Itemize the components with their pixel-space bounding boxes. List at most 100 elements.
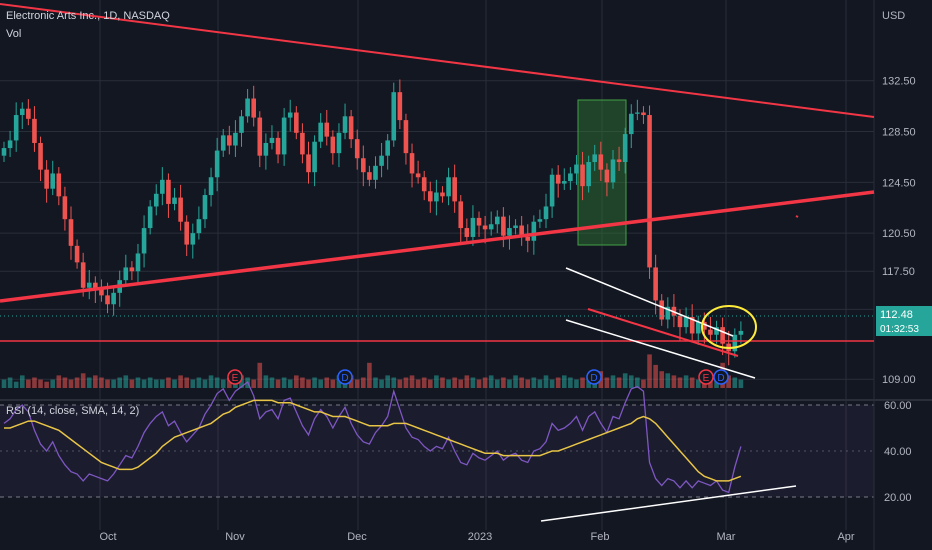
candle-body	[610, 159, 616, 183]
candle-body	[50, 173, 56, 189]
candle-body	[452, 177, 457, 202]
candle-body	[178, 197, 183, 222]
stray-mark	[795, 215, 799, 218]
volume-bar	[458, 379, 464, 388]
channel-lower-line[interactable]	[565, 319, 756, 379]
candle-body	[421, 177, 427, 192]
candle-body	[281, 117, 287, 155]
candle-body	[214, 150, 220, 178]
candle-body	[659, 300, 665, 320]
candle-body	[19, 108, 25, 116]
candle-body	[415, 173, 421, 178]
candle-body	[62, 196, 68, 220]
candle-body	[561, 181, 567, 184]
candle-body	[318, 122, 323, 142]
volume-bar	[26, 379, 31, 388]
rsi-band	[0, 405, 874, 497]
volume-bar	[464, 375, 470, 388]
candle-body	[86, 282, 92, 288]
volume-bar	[525, 379, 531, 388]
candle-body	[738, 330, 744, 335]
volume-bar	[622, 373, 628, 388]
volume-bar	[312, 377, 317, 388]
projection-box[interactable]	[577, 99, 627, 246]
volume-bar	[488, 375, 494, 388]
rsi-trendline[interactable]	[540, 485, 797, 522]
channel-upper-line[interactable]	[565, 267, 734, 337]
volume-bar	[117, 377, 123, 388]
volume-bar	[738, 379, 744, 388]
volume-bar	[269, 377, 275, 388]
volume-bar	[391, 377, 397, 388]
volume-bar	[306, 379, 311, 388]
volume-bar	[641, 379, 646, 388]
candle-body	[391, 92, 397, 141]
volume-bar	[354, 379, 360, 388]
volume-bar	[19, 375, 25, 388]
candle-body	[141, 228, 147, 254]
candle-body	[74, 245, 80, 263]
volume-bar	[494, 379, 500, 388]
time-tick-label: Oct	[99, 531, 116, 543]
candle-body	[428, 191, 433, 202]
volume-bar	[257, 362, 263, 388]
volume-bar	[610, 375, 616, 388]
volume-bar	[68, 379, 74, 388]
price-tick-label: 120.50	[882, 228, 916, 240]
volume-bar	[294, 375, 299, 388]
upper-descending-trendline[interactable]	[0, 3, 875, 118]
volume-bar	[38, 379, 43, 388]
candle-body	[269, 137, 275, 143]
volume-bar	[549, 379, 555, 388]
highlight-circle[interactable]	[701, 305, 757, 349]
candle-body	[330, 136, 336, 154]
price-tick-label: 132.50	[882, 76, 916, 88]
candle-body	[190, 233, 196, 245]
candles	[1, 79, 744, 366]
candle-body	[519, 225, 524, 237]
volume-bar	[373, 377, 378, 388]
rsi-tick-label: 60.00	[884, 400, 912, 412]
volume-bar	[568, 377, 573, 388]
price-axis[interactable]: 132.50128.50124.50120.50117.50114.50109.…	[882, 76, 916, 386]
volume-bar	[251, 379, 256, 388]
candle-body	[635, 112, 640, 114]
candle-body	[239, 116, 244, 133]
event-marker-label: D	[717, 373, 724, 384]
candle-body	[397, 92, 403, 121]
candle-body	[324, 122, 330, 137]
volume-bar	[659, 371, 665, 388]
candle-body	[336, 132, 342, 154]
volume-bar	[263, 375, 269, 388]
volume-label: Vol	[6, 28, 21, 40]
volume-bar	[726, 375, 732, 388]
volume-bar	[281, 377, 287, 388]
volume-bar	[80, 373, 86, 388]
candle-body	[470, 217, 476, 237]
volume-bar	[93, 375, 98, 388]
volume-bar	[141, 379, 147, 388]
candle-body	[361, 158, 366, 173]
rsi-axis[interactable]: 60.00 40.00 20.00	[884, 400, 912, 504]
candle-body	[153, 193, 159, 207]
event-marker-label: E	[703, 373, 710, 384]
volume-bar	[428, 379, 433, 388]
volume-bar	[318, 379, 323, 388]
candle-body	[653, 267, 658, 301]
volume-bar	[208, 375, 214, 388]
volume-bar	[647, 354, 652, 388]
candle-body	[80, 262, 86, 288]
candle-body	[111, 292, 116, 305]
candle-body	[513, 225, 518, 229]
channel-mid-red-line[interactable]	[587, 308, 739, 357]
volume-bar	[543, 375, 549, 388]
candle-body	[580, 164, 585, 187]
time-axis[interactable]: Oct Nov Dec 2023 Feb Mar Apr	[99, 531, 854, 543]
rsi-line	[3, 380, 742, 494]
volume-bar	[513, 375, 518, 388]
volume-bar	[683, 375, 689, 388]
lower-ascending-trendline[interactable]	[0, 190, 875, 303]
candle-body	[494, 216, 500, 225]
candle-body	[689, 316, 695, 334]
